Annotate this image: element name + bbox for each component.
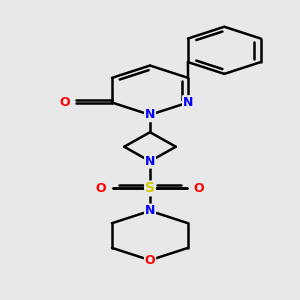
Text: O: O <box>194 182 204 195</box>
Text: O: O <box>96 182 106 195</box>
Text: N: N <box>145 108 155 121</box>
Text: N: N <box>145 204 155 218</box>
Text: N: N <box>145 155 155 168</box>
Text: S: S <box>145 182 155 195</box>
Text: O: O <box>145 254 155 267</box>
Text: N: N <box>183 96 193 109</box>
Text: O: O <box>59 96 70 109</box>
